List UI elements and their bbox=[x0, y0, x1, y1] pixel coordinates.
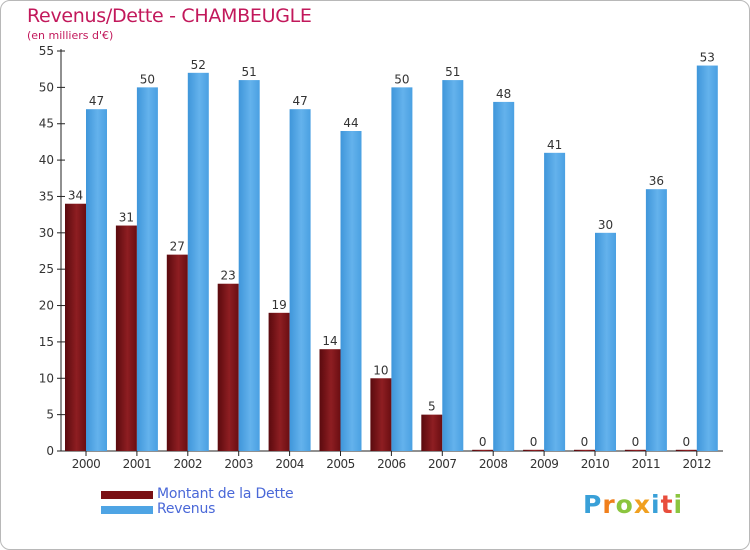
y-tick-label: 50 bbox=[39, 80, 54, 94]
debt-value-label: 0 bbox=[632, 435, 640, 449]
debt-bar bbox=[115, 225, 137, 451]
x-tick-label: 2001 bbox=[123, 457, 152, 471]
logo-letter: x bbox=[633, 490, 651, 519]
debt-value-label: 10 bbox=[373, 363, 388, 377]
legend: Montant de la Dette Revenus bbox=[101, 486, 294, 517]
debt-value-label: 19 bbox=[271, 298, 286, 312]
debt-bar bbox=[523, 449, 545, 451]
debt-bar bbox=[472, 449, 494, 451]
debt-value-label: 0 bbox=[530, 435, 538, 449]
revenue-value-label: 50 bbox=[140, 72, 155, 86]
logo-letter: r bbox=[602, 490, 616, 519]
legend-swatch-debt bbox=[101, 490, 153, 499]
x-tick-label: 2007 bbox=[428, 457, 457, 471]
x-tick-label: 2000 bbox=[72, 457, 101, 471]
legend-item-revenue: Revenus bbox=[101, 502, 293, 517]
logo-letter: t bbox=[660, 490, 674, 519]
revenue-bar bbox=[595, 232, 616, 451]
revenue-value-label: 47 bbox=[292, 94, 307, 108]
x-tick-label: 2004 bbox=[275, 457, 304, 471]
debt-bar bbox=[65, 203, 86, 451]
revenue-value-label: 51 bbox=[445, 65, 460, 79]
debt-value-label: 27 bbox=[170, 240, 185, 254]
revenue-value-label: 48 bbox=[496, 87, 511, 101]
legend-label-revenue: Revenus bbox=[157, 501, 216, 517]
proxiti-logo: Proxiti bbox=[583, 490, 683, 519]
revenue-bar bbox=[391, 87, 413, 451]
revenue-value-label: 44 bbox=[343, 116, 358, 130]
revenue-bar bbox=[696, 65, 718, 451]
debt-bar bbox=[574, 449, 595, 451]
revenue-value-label: 51 bbox=[242, 65, 257, 79]
x-tick-label: 2011 bbox=[632, 457, 661, 471]
logo-letter: P bbox=[583, 490, 603, 519]
y-tick-label: 20 bbox=[39, 299, 54, 313]
x-tick-label: 2003 bbox=[224, 457, 253, 471]
revenue-bar bbox=[187, 72, 209, 452]
revenue-value-label: 52 bbox=[191, 58, 206, 72]
revenue-value-label: 50 bbox=[394, 72, 409, 86]
debt-bar bbox=[624, 449, 646, 451]
y-tick-label: 15 bbox=[39, 335, 54, 349]
debt-value-label: 0 bbox=[581, 435, 589, 449]
debt-value-label: 5 bbox=[428, 400, 436, 414]
revenue-bar bbox=[136, 87, 158, 451]
revenue-bar bbox=[289, 109, 311, 451]
debt-bar bbox=[217, 283, 239, 451]
revenue-bar bbox=[645, 189, 667, 451]
legend-swatch-revenue bbox=[101, 505, 153, 514]
debt-value-label: 31 bbox=[119, 211, 134, 225]
x-tick-label: 2006 bbox=[377, 457, 406, 471]
revenue-bar bbox=[493, 101, 515, 451]
y-tick-label: 40 bbox=[39, 153, 54, 167]
debt-bar bbox=[675, 449, 697, 451]
debt-value-label: 0 bbox=[682, 435, 690, 449]
revenue-value-label: 53 bbox=[700, 51, 715, 65]
x-tick-label: 2002 bbox=[174, 457, 203, 471]
debt-value-label: 23 bbox=[221, 269, 236, 283]
debt-bar bbox=[421, 414, 443, 451]
debt-bar bbox=[268, 312, 290, 451]
x-tick-label: 2005 bbox=[326, 457, 355, 471]
y-tick-label: 45 bbox=[39, 117, 54, 131]
revenue-bar bbox=[442, 80, 464, 451]
x-tick-label: 2010 bbox=[581, 457, 610, 471]
debt-bar bbox=[166, 254, 188, 451]
debt-bar bbox=[370, 378, 392, 451]
y-tick-label: 55 bbox=[39, 44, 54, 58]
debt-value-label: 0 bbox=[479, 435, 487, 449]
logo-letter: i bbox=[651, 490, 661, 519]
legend-item-debt: Montant de la Dette bbox=[101, 486, 294, 502]
revenue-value-label: 36 bbox=[649, 174, 664, 188]
revenue-value-label: 41 bbox=[547, 138, 562, 152]
y-tick-label: 10 bbox=[39, 371, 54, 385]
y-tick-label: 35 bbox=[39, 189, 54, 203]
y-tick-label: 0 bbox=[46, 444, 54, 458]
revenue-bar bbox=[544, 152, 566, 451]
y-tick-label: 25 bbox=[39, 262, 54, 276]
revenue-bar bbox=[238, 80, 260, 451]
x-tick-label: 2012 bbox=[683, 457, 712, 471]
revenue-bar bbox=[86, 109, 107, 451]
legend-label-debt: Montant de la Dette bbox=[157, 486, 294, 502]
revenue-value-label: 30 bbox=[598, 218, 613, 232]
y-tick-label: 5 bbox=[46, 408, 54, 422]
debt-value-label: 14 bbox=[322, 334, 337, 348]
revenue-bar bbox=[340, 131, 362, 451]
logo-letter: i bbox=[673, 490, 684, 519]
chart-title: Revenus/Dette - CHAMBEUGLE bbox=[27, 5, 312, 27]
logo-letter: o bbox=[615, 490, 634, 519]
debt-bar bbox=[319, 349, 341, 451]
x-tick-label: 2008 bbox=[479, 457, 508, 471]
chart-subtitle: (en milliers d'€) bbox=[27, 29, 114, 42]
revenue-value-label: 47 bbox=[89, 94, 104, 108]
y-tick-label: 30 bbox=[39, 226, 54, 240]
x-tick-label: 2009 bbox=[530, 457, 559, 471]
debt-value-label: 34 bbox=[68, 189, 83, 203]
